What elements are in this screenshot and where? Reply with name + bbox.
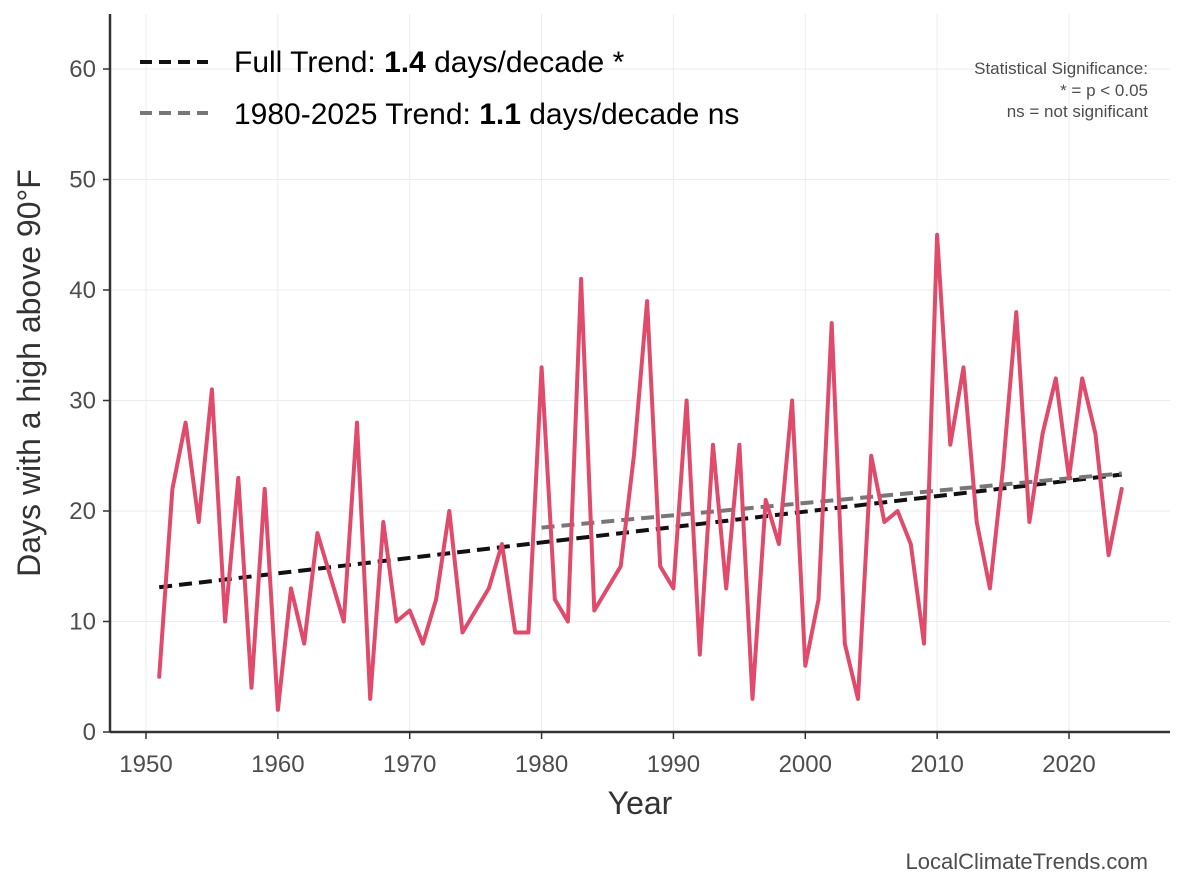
x-tick-label-2010: 2010 xyxy=(910,751,963,778)
y-tick-label-40: 40 xyxy=(69,277,96,304)
full-trend-line xyxy=(158,472,1122,590)
axes xyxy=(108,14,1170,734)
y-tick-label-0: 0 xyxy=(83,719,96,746)
legend-full-trend-suffix: days/decade * xyxy=(426,46,625,79)
legend-full-trend-value: 1.4 xyxy=(384,46,426,79)
y-axis-title: Days with a high above 90°F xyxy=(11,169,47,577)
grid-lines xyxy=(110,14,1170,732)
x-tick-label-1950: 1950 xyxy=(119,751,172,778)
x-tick-label-2000: 2000 xyxy=(779,751,832,778)
significance-note-title: Statistical Significance: xyxy=(974,59,1148,78)
legend-label-recent-trend: 1980-2025 Trend: 1.1 days/decade ns xyxy=(234,98,739,131)
legend-recent-trend-value: 1.1 xyxy=(479,98,521,131)
y-tick-label-10: 10 xyxy=(69,609,96,636)
legend: Full Trend: 1.4 days/decade * 1980-2025 … xyxy=(140,46,739,131)
significance-note-star: * = p < 0.05 xyxy=(1060,81,1148,100)
x-tick-label-2020: 2020 xyxy=(1042,751,1095,778)
x-tick-label-1980: 1980 xyxy=(515,751,568,778)
credit-text: LocalClimateTrends.com xyxy=(906,849,1149,874)
significance-note: Statistical Significance: * = p < 0.05 n… xyxy=(974,59,1148,121)
x-tick-label-1990: 1990 xyxy=(647,751,700,778)
y-tick-label-20: 20 xyxy=(69,498,96,525)
series-line-0 xyxy=(157,232,1124,712)
ticks: 0 10 20 30 40 50 60 1950 1960 1970 1980 1990 2000 201… xyxy=(69,56,1095,778)
x-tick-label-1970: 1970 xyxy=(383,751,436,778)
legend-recent-trend-label: 1980-2025 Trend: xyxy=(234,98,479,131)
series-lines xyxy=(157,232,1124,712)
legend-recent-trend-suffix: days/decade ns xyxy=(521,98,739,131)
y-tick-label-30: 30 xyxy=(69,388,96,415)
legend-full-trend-label: Full Trend: xyxy=(234,46,384,79)
significance-note-ns: ns = not significant xyxy=(1007,102,1149,121)
x-axis-title: Year xyxy=(608,785,673,821)
y-tick-label-60: 60 xyxy=(69,56,96,83)
x-tick-label-1960: 1960 xyxy=(251,751,304,778)
legend-label-full-trend: Full Trend: 1.4 days/decade * xyxy=(234,46,625,79)
y-tick-label-50: 50 xyxy=(69,167,96,194)
